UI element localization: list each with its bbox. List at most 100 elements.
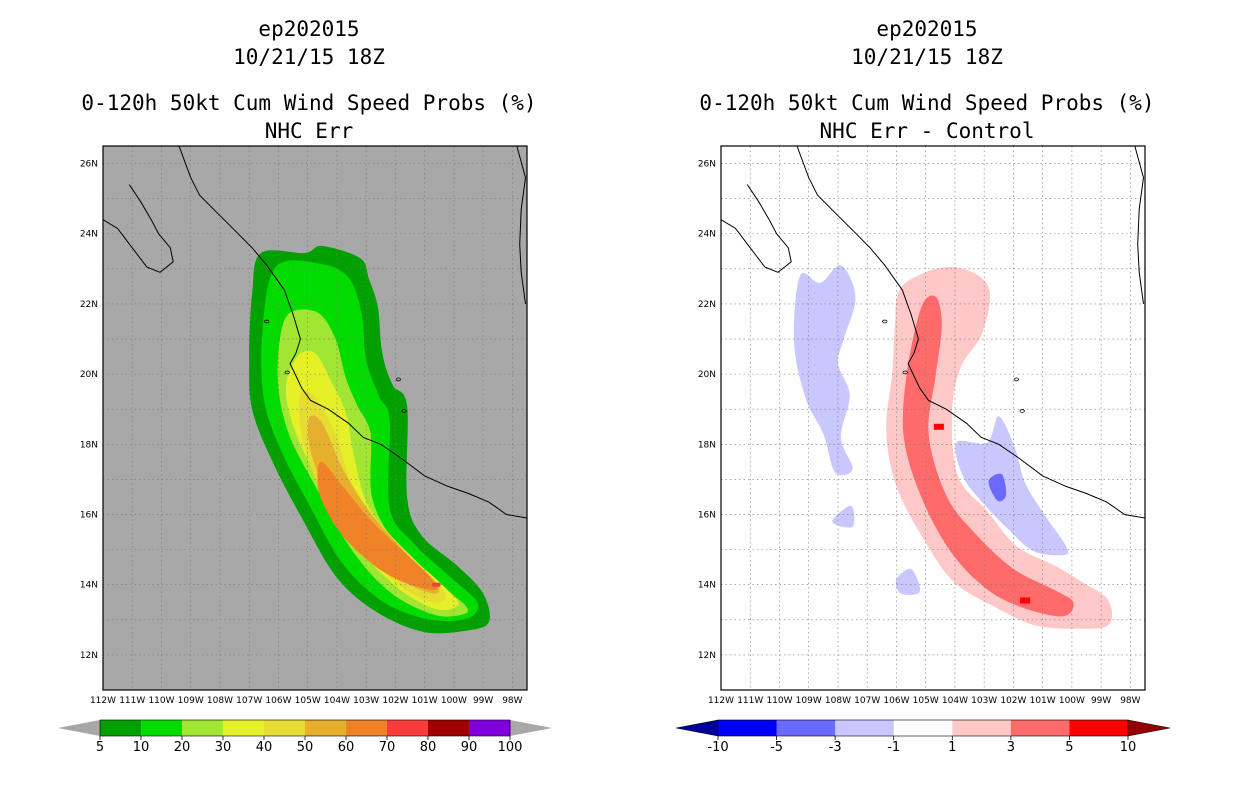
- colorbar-swatch: [305, 720, 347, 736]
- colorbar-swatch: [182, 720, 224, 736]
- map-frame: [102, 145, 528, 691]
- lake-island: [882, 319, 888, 324]
- colorbar-swatch: [835, 720, 895, 736]
- x-tick-label: 103W: [353, 696, 379, 706]
- y-tick-label: 24N: [698, 230, 716, 240]
- x-tick-label: 101W: [1030, 696, 1056, 706]
- y-tick-label: 24N: [80, 230, 98, 240]
- y-tick-label: 20N: [698, 370, 716, 380]
- coastline-gulf: [516, 146, 527, 304]
- y-tick-label: 18N: [698, 440, 716, 450]
- colorbar-label: 30: [215, 740, 232, 755]
- colorbar-label: 40: [256, 740, 273, 755]
- grid: [721, 146, 1145, 690]
- colorbar-label: 10: [1120, 740, 1137, 755]
- colorbar-label: 10: [133, 740, 150, 755]
- colorbar-label: 80: [420, 740, 437, 755]
- colorbar-swatch: [428, 720, 470, 736]
- lake-island: [395, 377, 401, 382]
- datetime: 10/21/15 18Z: [233, 45, 385, 69]
- lake-island: [264, 319, 270, 324]
- contour-30: [285, 350, 459, 611]
- colorbar: 5 10 20 30 40 50 60 70 80 90 100: [58, 719, 552, 755]
- lake-island: [284, 370, 290, 375]
- colorbar-label: 90: [461, 740, 478, 755]
- max-cell: [933, 423, 944, 430]
- max-cell: [1020, 597, 1031, 604]
- x-tick-label: 104W: [324, 696, 350, 706]
- wind-prob-map: 112W 111W 110W 109W 108W 107W 106W 105W 104W 103W…: [58, 145, 552, 755]
- wind-prob-difference-map: 112W 111W 110W 109W 108W 107W 106W 105W 104W 103W…: [675, 145, 1171, 755]
- chart-subtitle: NHC Err: [264, 119, 354, 143]
- coastline: [103, 146, 527, 519]
- colorbar-label: -10: [707, 740, 728, 755]
- panel-nhc-err: ep202015 10/21/15 18Z 0-120h 50kt Cum Wi…: [58, 17, 552, 755]
- y-tick-label: 22N: [698, 300, 716, 310]
- y-tick-label: 26N: [80, 160, 98, 170]
- x-tick-label: 102W: [382, 696, 408, 706]
- coastline: [721, 146, 1145, 519]
- x-tick-label: 100W: [1059, 696, 1085, 706]
- negative-region--1: [895, 568, 921, 595]
- y-tick-label: 20N: [80, 370, 98, 380]
- colorbar-over-arrow: [510, 720, 552, 736]
- contour-layer: [721, 146, 1145, 690]
- colorbar: -10 -5 -3 -1 1 3 5 10: [675, 719, 1171, 755]
- storm-id: ep202015: [258, 17, 360, 41]
- x-tick-label: 102W: [1000, 696, 1026, 706]
- colorbar-swatch: [952, 720, 1012, 736]
- colorbar-over-arrow: [1127, 719, 1171, 737]
- colorbar-label: 20: [174, 740, 191, 755]
- x-tick-label: 101W: [412, 696, 438, 706]
- colorbar-swatch: [718, 720, 778, 736]
- x-tick-label: 105W: [295, 696, 321, 706]
- colorbar-label: -3: [829, 740, 842, 755]
- x-tick-label: 106W: [883, 696, 909, 706]
- lake-island: [902, 370, 908, 375]
- x-tick-label: 99W: [473, 696, 493, 706]
- positive-region-3: [902, 295, 1074, 617]
- colorbar-label: 50: [297, 740, 314, 755]
- x-tick-label: 111W: [119, 696, 145, 706]
- colorbar-under-arrow: [675, 719, 719, 737]
- colorbar-swatch: [1069, 720, 1129, 736]
- x-tick-label: 107W: [854, 696, 880, 706]
- y-tick-label: 26N: [698, 160, 716, 170]
- x-tick-label: 98W: [502, 696, 522, 706]
- chart-title: 0-120h 50kt Cum Wind Speed Probs (%): [699, 91, 1155, 115]
- contour-60: [317, 461, 437, 591]
- y-tick-label: 18N: [80, 440, 98, 450]
- colorbar-swatch: [1010, 720, 1070, 736]
- x-tick-label: 110W: [148, 696, 174, 706]
- x-tick-label: 107W: [236, 696, 262, 706]
- contour-40: [298, 390, 446, 603]
- y-tick-label: 16N: [698, 511, 716, 521]
- x-tick-label: 103W: [971, 696, 997, 706]
- colorbar-swatch: [100, 720, 142, 736]
- coastline-gulf: [1134, 146, 1145, 304]
- y-tick-label: 12N: [698, 651, 716, 661]
- map-area: 112W 111W 110W 109W 108W 107W 106W 105W 104W 103W…: [80, 145, 528, 706]
- colorbar-swatch: [223, 720, 265, 736]
- coastline-baja: [721, 184, 792, 273]
- colorbar-label: 70: [379, 740, 396, 755]
- negative-region--3: [988, 473, 1007, 502]
- x-tick-label: 109W: [796, 696, 822, 706]
- colorbar-label: 1: [948, 740, 956, 755]
- x-tick-label: 108W: [207, 696, 233, 706]
- colorbar-label: -5: [770, 740, 783, 755]
- colorbar-label: 3: [1007, 740, 1015, 755]
- panel-nhc-err-minus-control: ep202015 10/21/15 18Z 0-120h 50kt Cum Wi…: [618, 0, 1236, 800]
- lake-island: [1019, 409, 1025, 413]
- colorbar-label: 60: [338, 740, 355, 755]
- y-tick-label: 22N: [80, 300, 98, 310]
- map-frame: [720, 145, 1146, 691]
- y-tick-label: 12N: [80, 651, 98, 661]
- lake-island: [1013, 377, 1019, 382]
- x-tick-label: 108W: [825, 696, 851, 706]
- colorbar-swatch: [469, 720, 511, 736]
- colorbar-swatch: [346, 720, 388, 736]
- datetime: 10/21/15 18Z: [851, 45, 1003, 69]
- map-area: 112W 111W 110W 109W 108W 107W 106W 105W 104W 103W…: [698, 145, 1146, 706]
- colorbar-swatch: [893, 720, 953, 736]
